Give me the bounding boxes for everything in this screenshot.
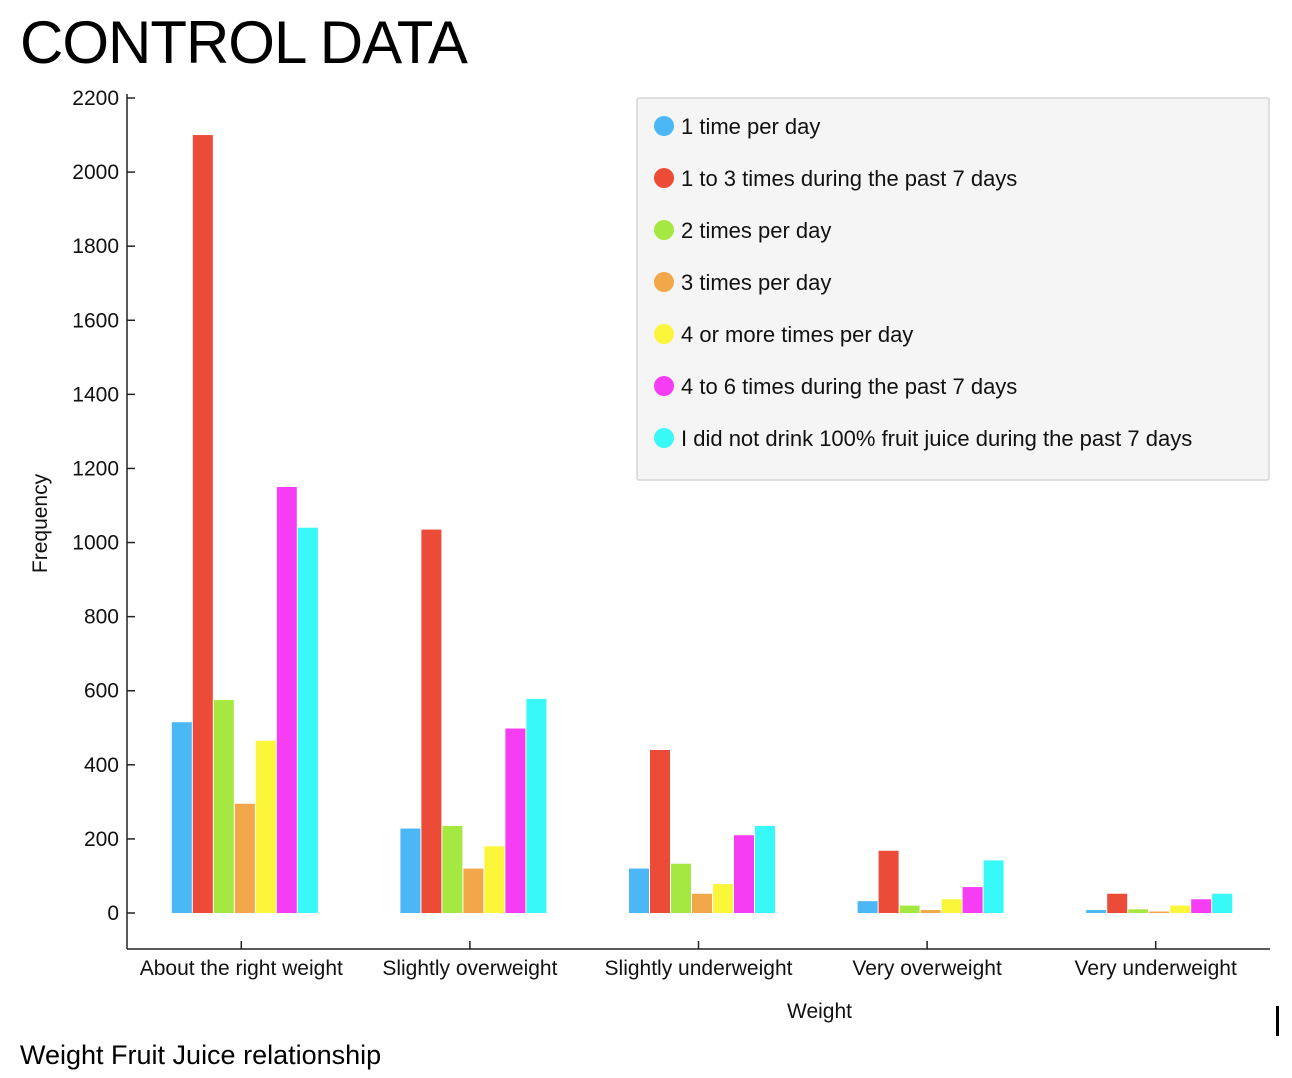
y-tick-label: 1000 (72, 532, 119, 555)
legend-marker (654, 116, 674, 136)
bar (1191, 899, 1212, 913)
y-tick-label: 0 (107, 902, 119, 925)
bar (442, 825, 463, 913)
bar (899, 905, 920, 913)
bar (629, 868, 649, 913)
x-axis: About the right weight Slightly overweigh… (127, 941, 1270, 980)
bar (526, 698, 547, 913)
bar (276, 486, 297, 913)
legend-label: 2 times per day (681, 218, 831, 243)
bar (878, 850, 899, 913)
legend-label: 1 to 3 times during the past 7 days (681, 166, 1017, 191)
bar (192, 135, 213, 913)
legend: 1 time per day 1 to 3 times during the pa… (636, 97, 1270, 481)
legend-marker (654, 272, 674, 292)
bar (857, 901, 878, 913)
bar (297, 527, 318, 913)
bar (920, 910, 941, 913)
bar (1086, 910, 1107, 913)
y-tick-label: 600 (84, 680, 119, 703)
bar-series-group (171, 135, 1233, 913)
legend-label: 4 or more times per day (681, 322, 913, 347)
bar (671, 863, 691, 913)
legend-box (636, 97, 1270, 481)
bar (734, 835, 754, 913)
bar (962, 887, 983, 913)
y-axis: 0 200 400 600 800 1000 1200 1400 1600 1800 2000 220… (72, 87, 135, 949)
chart-caption: Weight Fruit Juice relationship (20, 1040, 382, 1070)
bar (1212, 893, 1233, 913)
x-tick-label: Slightly underweight (605, 957, 793, 980)
bar (400, 828, 421, 913)
y-tick-label: 1400 (72, 383, 119, 406)
bar (755, 825, 775, 913)
legend-marker (654, 168, 674, 188)
y-tick-label: 200 (84, 828, 119, 851)
y-tick-label: 800 (84, 606, 119, 629)
legend-marker (654, 220, 674, 240)
y-tick-label: 400 (84, 754, 119, 777)
bar (692, 893, 712, 913)
y-tick-label: 2000 (72, 161, 119, 184)
y-tick-label: 2200 (72, 87, 119, 110)
bar (1170, 905, 1191, 913)
bar (463, 868, 484, 913)
bar (650, 750, 670, 913)
bar (505, 728, 526, 913)
bar (983, 860, 1004, 913)
y-tick-label: 1800 (72, 235, 119, 258)
y-axis-title: Frequency (29, 473, 52, 573)
legend-label: 3 times per day (681, 270, 831, 295)
bar (1107, 893, 1128, 913)
legend-marker (654, 428, 674, 448)
bar (1149, 911, 1170, 913)
bar (484, 846, 505, 913)
x-tick-label: About the right weight (140, 957, 343, 980)
legend-label: I did not drink 100% fruit juice during … (681, 426, 1192, 451)
bar (421, 529, 442, 913)
x-axis-title: Weight (787, 1000, 852, 1023)
x-tick-label: Very underweight (1075, 957, 1237, 980)
bar (1128, 909, 1149, 913)
bar (171, 722, 192, 913)
bar (213, 699, 234, 913)
legend-marker (654, 324, 674, 344)
legend-label: 4 to 6 times during the past 7 days (681, 374, 1017, 399)
y-tick-label: 1200 (72, 457, 119, 480)
legend-label: 1 time per day (681, 114, 820, 139)
bar (255, 740, 276, 913)
bar (234, 803, 255, 913)
x-tick-label: Very overweight (852, 957, 1002, 980)
legend-marker (654, 376, 674, 396)
bar (713, 884, 733, 913)
bar (941, 899, 962, 913)
x-tick-label: Slightly overweight (382, 957, 557, 980)
y-tick-label: 1600 (72, 309, 119, 332)
page-title: CONTROL DATA (20, 9, 468, 76)
text-cursor (1276, 1006, 1279, 1036)
